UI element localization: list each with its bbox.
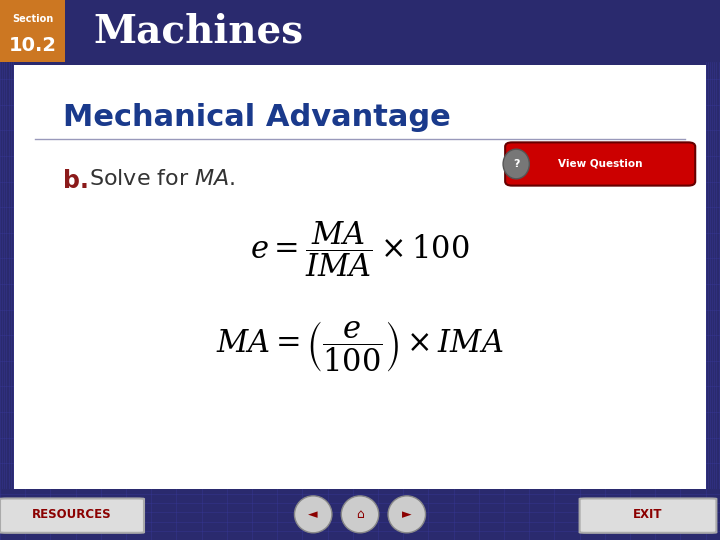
Text: 10.2: 10.2	[9, 36, 56, 55]
Ellipse shape	[341, 496, 379, 533]
Text: b.: b.	[63, 168, 89, 193]
Text: View Question: View Question	[558, 159, 643, 169]
FancyBboxPatch shape	[0, 498, 144, 533]
Text: $e = \dfrac{MA}{IMA} \times 100$: $e = \dfrac{MA}{IMA} \times 100$	[250, 219, 470, 279]
Text: Solve for $\mathit{MA}$.: Solve for $\mathit{MA}$.	[89, 168, 235, 188]
Text: Machines: Machines	[94, 12, 304, 50]
FancyBboxPatch shape	[7, 60, 713, 493]
FancyBboxPatch shape	[580, 498, 716, 533]
FancyBboxPatch shape	[505, 143, 696, 186]
Text: EXIT: EXIT	[634, 508, 662, 521]
Text: Mechanical Advantage: Mechanical Advantage	[63, 103, 451, 132]
Ellipse shape	[294, 496, 332, 533]
FancyBboxPatch shape	[0, 0, 65, 62]
Text: $MA = \left(\dfrac{e}{100}\right) \times IMA$: $MA = \left(\dfrac{e}{100}\right) \times…	[216, 319, 504, 374]
Ellipse shape	[388, 496, 426, 533]
Text: RESOURCES: RESOURCES	[32, 508, 112, 521]
Ellipse shape	[503, 149, 529, 179]
Text: ⌂: ⌂	[356, 508, 364, 521]
Text: ◄: ◄	[308, 508, 318, 521]
Text: Section: Section	[12, 14, 53, 24]
Text: ►: ►	[402, 508, 412, 521]
Text: ?: ?	[513, 159, 519, 169]
